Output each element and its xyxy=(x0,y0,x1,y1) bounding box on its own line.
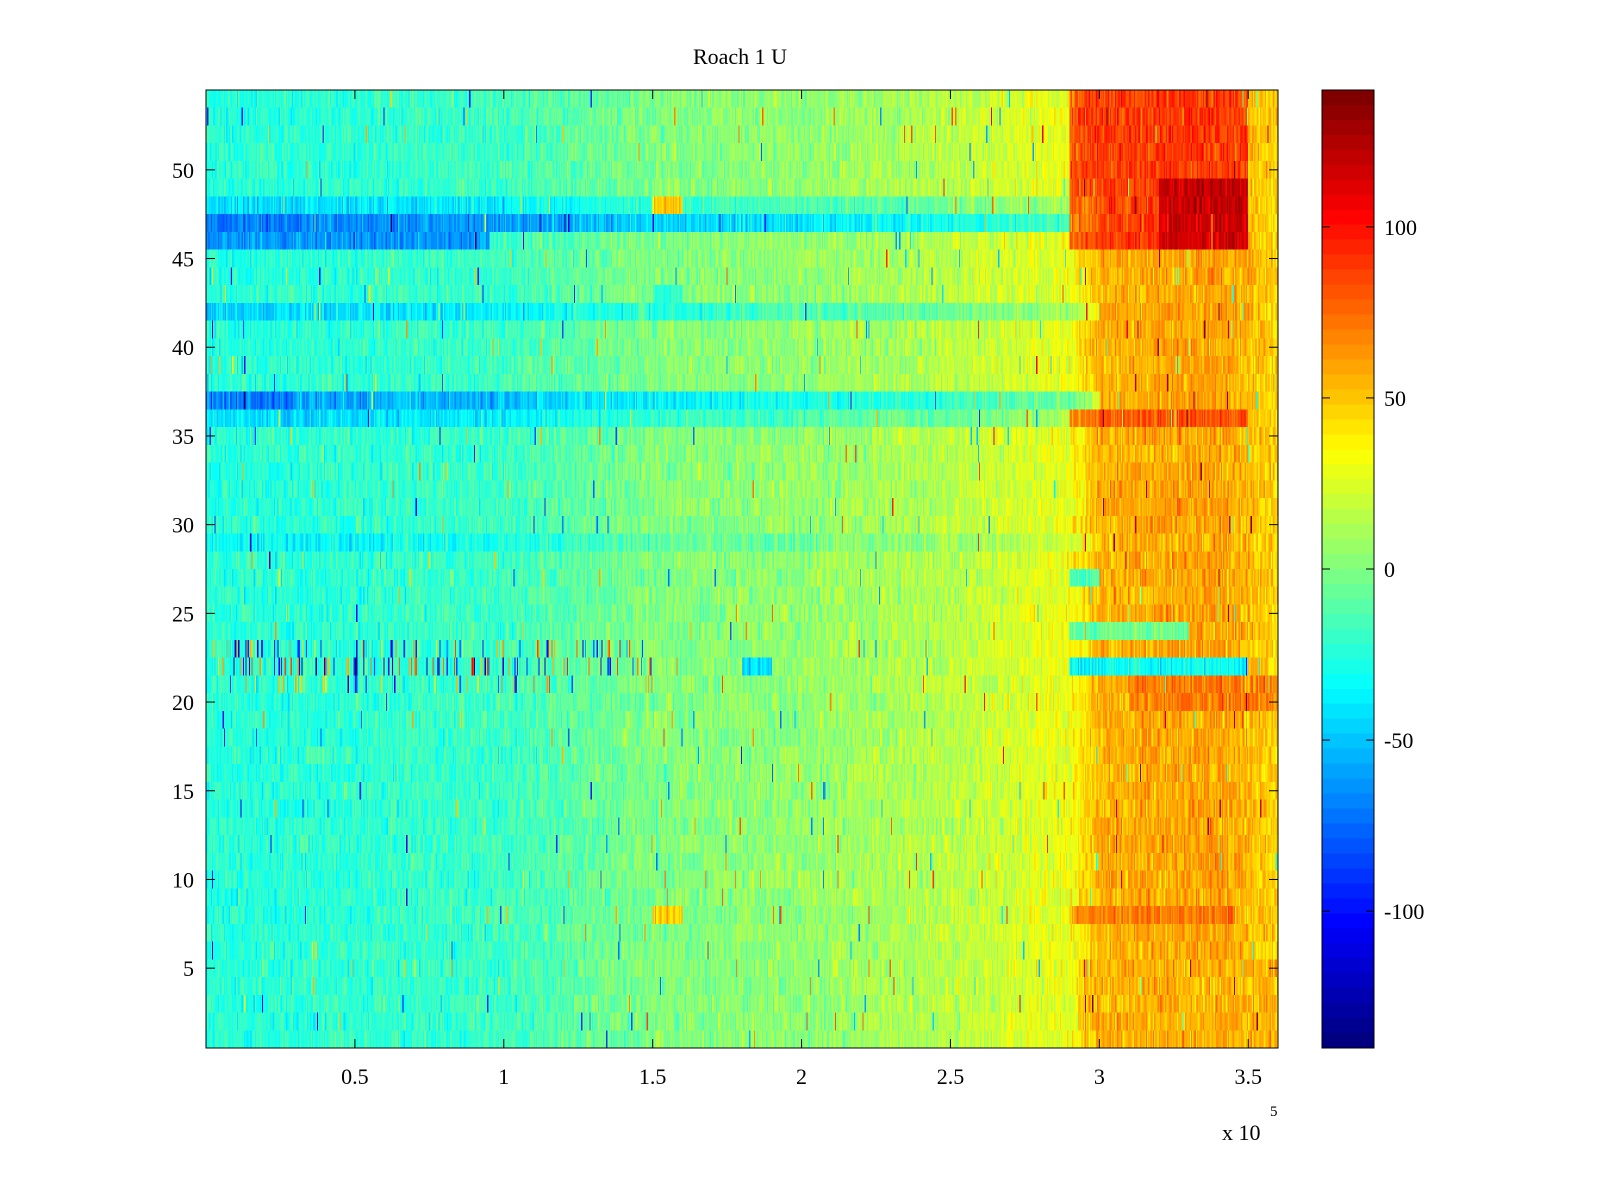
y-tick-label: 45 xyxy=(172,247,194,272)
y-tick-label: 20 xyxy=(172,690,194,715)
x-tick-label: 0.5 xyxy=(341,1064,369,1089)
x-tick-label: 3 xyxy=(1094,1064,1105,1089)
colorbar-tick-label: 0 xyxy=(1384,557,1395,582)
colorbar-gradient xyxy=(1322,90,1374,1048)
colorbar-ticks: -100 -50 0 50 100 xyxy=(1322,215,1424,924)
x-tick-label: 2 xyxy=(796,1064,807,1089)
colorbar-tick-label: -100 xyxy=(1384,899,1424,924)
x-tick-label: 1 xyxy=(498,1064,509,1089)
y-tick-label: 30 xyxy=(172,513,194,538)
x-axis: 0.5 1 1.5 2 2.5 3 3.5 xyxy=(341,90,1262,1089)
x-multiplier-base: x 10 xyxy=(1222,1120,1261,1145)
chart-title: Roach 1 U xyxy=(693,44,787,69)
y-tick-label: 50 xyxy=(172,158,194,183)
colorbar-tick-label: 100 xyxy=(1384,215,1417,240)
colorbar: -100 -50 0 50 100 xyxy=(1321,89,1424,1049)
x-tick-label: 2.5 xyxy=(937,1064,965,1089)
y-tick-label: 25 xyxy=(172,601,194,626)
y-axis: 5 10 15 20 25 30 35 40 45 50 xyxy=(172,158,1278,981)
plot-frame xyxy=(205,89,1279,1049)
x-tick-label: 1.5 xyxy=(639,1064,667,1089)
y-tick-label: 15 xyxy=(172,779,194,804)
x-multiplier-exponent: 5 xyxy=(1270,1104,1278,1120)
y-tick-label: 5 xyxy=(183,956,194,981)
x-multiplier-label: x 10 xyxy=(1222,1120,1261,1145)
y-tick-label: 35 xyxy=(172,424,194,449)
x-tick-label: 3.5 xyxy=(1234,1064,1262,1089)
heatmap-plot-area xyxy=(205,89,1279,1049)
heatmap-cells xyxy=(206,90,1278,1048)
y-tick-label: 40 xyxy=(172,335,194,360)
colorbar-tick-label: -50 xyxy=(1384,728,1413,753)
y-tick-label: 10 xyxy=(172,867,194,892)
colorbar-tick-label: 50 xyxy=(1384,386,1406,411)
